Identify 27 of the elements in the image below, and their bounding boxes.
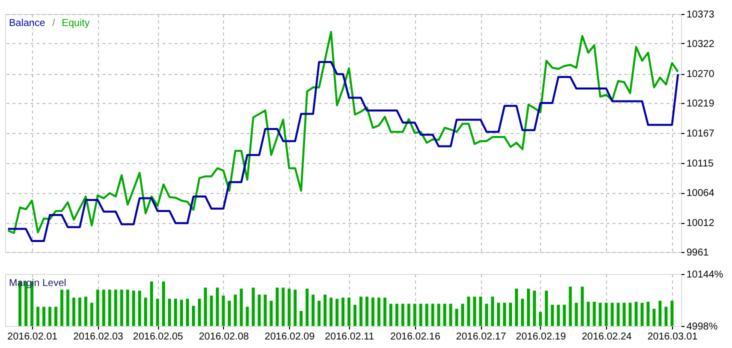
y-tick-label: 9961 <box>686 248 710 258</box>
line-series <box>6 30 680 234</box>
y-tick-label: 10270 <box>686 69 715 80</box>
x-tick-label: 2016.02.24 <box>582 332 632 342</box>
text: Equity <box>62 18 90 29</box>
annotation: / <box>52 18 56 29</box>
y-tick-label: 10144% <box>686 270 724 280</box>
x-tick-label: 2016.02.01 <box>7 332 58 342</box>
y-tick-label: 10219 <box>686 98 715 110</box>
x-tick-label: 2016.02.11 <box>324 332 375 342</box>
line-series <box>6 60 680 242</box>
text: Balance <box>9 18 46 29</box>
x-tick-label: 2016.02.03 <box>73 332 124 342</box>
x-tick-label: 2016.02.16 <box>390 332 441 342</box>
y-tick-label: 10012 <box>686 218 715 230</box>
x-tick-label: 2016.02.19 <box>516 332 566 342</box>
x-tick-label: 2016.02.05 <box>133 332 184 342</box>
x-tick-label: 2016.02.09 <box>264 332 316 342</box>
y-tick-label: 10064 <box>686 188 715 199</box>
x-tick-label: 2016.02.17 <box>456 332 507 342</box>
y-tick-label: 10115 <box>686 158 714 170</box>
x-tick-label: 2016.03.01 <box>647 332 698 342</box>
y-tick-label: 10167 <box>686 128 715 140</box>
x-tick-label: 2016.02.08 <box>198 332 250 342</box>
y-tick-label: 10373 <box>686 10 715 20</box>
y-tick-label: 10322 <box>686 38 715 50</box>
y-tick-label: 4998% <box>686 322 718 332</box>
